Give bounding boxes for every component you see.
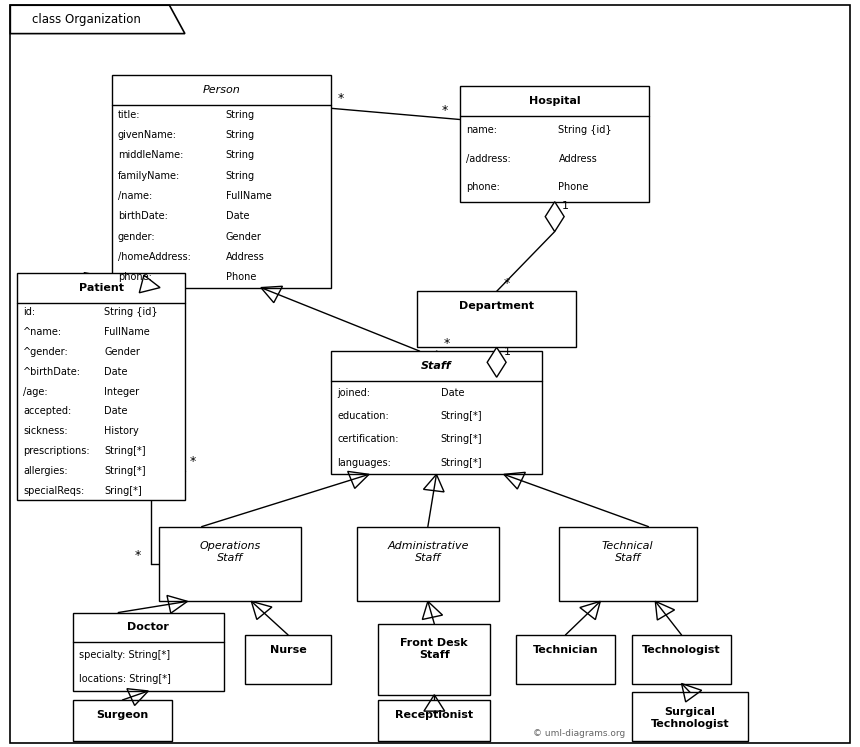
Text: Address: Address bbox=[226, 252, 265, 262]
Text: String[*]: String[*] bbox=[440, 411, 482, 421]
Text: phone:: phone: bbox=[466, 182, 500, 193]
Text: accepted:: accepted: bbox=[23, 406, 71, 416]
Text: sickness:: sickness: bbox=[23, 427, 68, 436]
Bar bbox=[378, 700, 490, 741]
Text: Gender: Gender bbox=[104, 347, 140, 357]
Text: Receptionist: Receptionist bbox=[396, 710, 473, 720]
Text: Surgical
Technologist: Surgical Technologist bbox=[651, 707, 729, 728]
Text: String[*]: String[*] bbox=[440, 458, 482, 468]
Text: String: String bbox=[226, 130, 255, 140]
Text: gender:: gender: bbox=[118, 232, 156, 242]
Bar bbox=[331, 351, 542, 474]
Text: ^gender:: ^gender: bbox=[23, 347, 69, 357]
Text: *: * bbox=[441, 104, 447, 117]
Text: education:: education: bbox=[337, 411, 389, 421]
Text: Person: Person bbox=[203, 84, 240, 95]
Text: String: String bbox=[226, 150, 255, 161]
Text: givenName:: givenName: bbox=[118, 130, 177, 140]
Text: Front Desk
Staff: Front Desk Staff bbox=[401, 639, 468, 660]
Text: Doctor: Doctor bbox=[127, 622, 169, 633]
Text: birthDate:: birthDate: bbox=[118, 211, 168, 221]
Text: ^birthDate:: ^birthDate: bbox=[23, 367, 81, 376]
Bar bbox=[245, 635, 331, 684]
Text: String {id}: String {id} bbox=[104, 308, 158, 317]
Text: String {id}: String {id} bbox=[558, 125, 612, 135]
Text: /address:: /address: bbox=[466, 154, 511, 164]
Text: String[*]: String[*] bbox=[104, 446, 146, 456]
Text: Surgeon: Surgeon bbox=[96, 710, 149, 720]
Text: specialReqs:: specialReqs: bbox=[23, 486, 84, 495]
Text: /homeAddress:: /homeAddress: bbox=[118, 252, 191, 262]
Text: Patient: Patient bbox=[78, 282, 124, 293]
Polygon shape bbox=[10, 5, 185, 34]
Text: languages:: languages: bbox=[337, 458, 391, 468]
Bar bbox=[632, 692, 748, 741]
Text: phone:: phone: bbox=[118, 273, 151, 282]
Text: String[*]: String[*] bbox=[104, 466, 146, 476]
Text: ^name:: ^name: bbox=[23, 327, 62, 337]
Text: Technical
Staff: Technical Staff bbox=[602, 542, 654, 562]
Text: Hospital: Hospital bbox=[529, 96, 580, 106]
Polygon shape bbox=[487, 347, 506, 377]
Text: certification:: certification: bbox=[337, 434, 399, 444]
Text: /age:: /age: bbox=[23, 387, 48, 397]
Text: prescriptions:: prescriptions: bbox=[23, 446, 89, 456]
Text: Gender: Gender bbox=[226, 232, 261, 242]
Text: String[*]: String[*] bbox=[440, 434, 482, 444]
Text: id:: id: bbox=[23, 308, 35, 317]
Text: locations: String[*]: locations: String[*] bbox=[79, 674, 171, 684]
Text: Date: Date bbox=[226, 211, 249, 221]
Text: Address: Address bbox=[558, 154, 597, 164]
Text: © uml-diagrams.org: © uml-diagrams.org bbox=[533, 729, 625, 738]
Text: 1: 1 bbox=[504, 347, 511, 357]
Polygon shape bbox=[545, 202, 564, 232]
Text: Operations
Staff: Operations Staff bbox=[200, 542, 261, 562]
Bar bbox=[417, 291, 576, 347]
Bar bbox=[632, 635, 731, 684]
Text: String: String bbox=[226, 171, 255, 181]
Text: *: * bbox=[189, 456, 195, 468]
Bar bbox=[516, 635, 615, 684]
Text: FullName: FullName bbox=[226, 191, 272, 201]
Text: Date: Date bbox=[440, 388, 464, 397]
Bar bbox=[73, 700, 172, 741]
Text: Date: Date bbox=[104, 406, 128, 416]
Text: *: * bbox=[338, 93, 344, 105]
Bar bbox=[112, 75, 331, 288]
Text: allergies:: allergies: bbox=[23, 466, 68, 476]
Text: joined:: joined: bbox=[337, 388, 370, 397]
Text: Technologist: Technologist bbox=[642, 645, 721, 655]
Text: Date: Date bbox=[104, 367, 128, 376]
Text: String: String bbox=[226, 110, 255, 120]
Text: History: History bbox=[104, 427, 139, 436]
Text: Phone: Phone bbox=[558, 182, 589, 193]
Bar bbox=[17, 273, 185, 500]
Bar bbox=[159, 527, 301, 601]
Text: Nurse: Nurse bbox=[270, 645, 306, 655]
Text: Administrative
Staff: Administrative Staff bbox=[387, 542, 469, 562]
Text: FullName: FullName bbox=[104, 327, 150, 337]
Bar bbox=[378, 624, 490, 695]
Text: Phone: Phone bbox=[226, 273, 256, 282]
Text: Sring[*]: Sring[*] bbox=[104, 486, 142, 495]
Bar bbox=[460, 86, 649, 202]
Text: middleName:: middleName: bbox=[118, 150, 183, 161]
Text: *: * bbox=[135, 549, 141, 562]
Text: Department: Department bbox=[459, 301, 534, 311]
Bar bbox=[559, 527, 697, 601]
Text: /name:: /name: bbox=[118, 191, 152, 201]
Text: name:: name: bbox=[466, 125, 497, 135]
Bar bbox=[73, 613, 224, 691]
Text: familyName:: familyName: bbox=[118, 171, 180, 181]
Bar bbox=[357, 527, 499, 601]
Text: 1: 1 bbox=[562, 201, 568, 211]
Text: *: * bbox=[504, 277, 510, 290]
Text: *: * bbox=[444, 337, 450, 350]
Text: title:: title: bbox=[118, 110, 140, 120]
Text: class Organization: class Organization bbox=[33, 13, 141, 26]
Text: Staff: Staff bbox=[421, 361, 452, 371]
Text: Technician: Technician bbox=[532, 645, 599, 655]
Text: specialty: String[*]: specialty: String[*] bbox=[79, 650, 170, 660]
Text: Integer: Integer bbox=[104, 387, 139, 397]
